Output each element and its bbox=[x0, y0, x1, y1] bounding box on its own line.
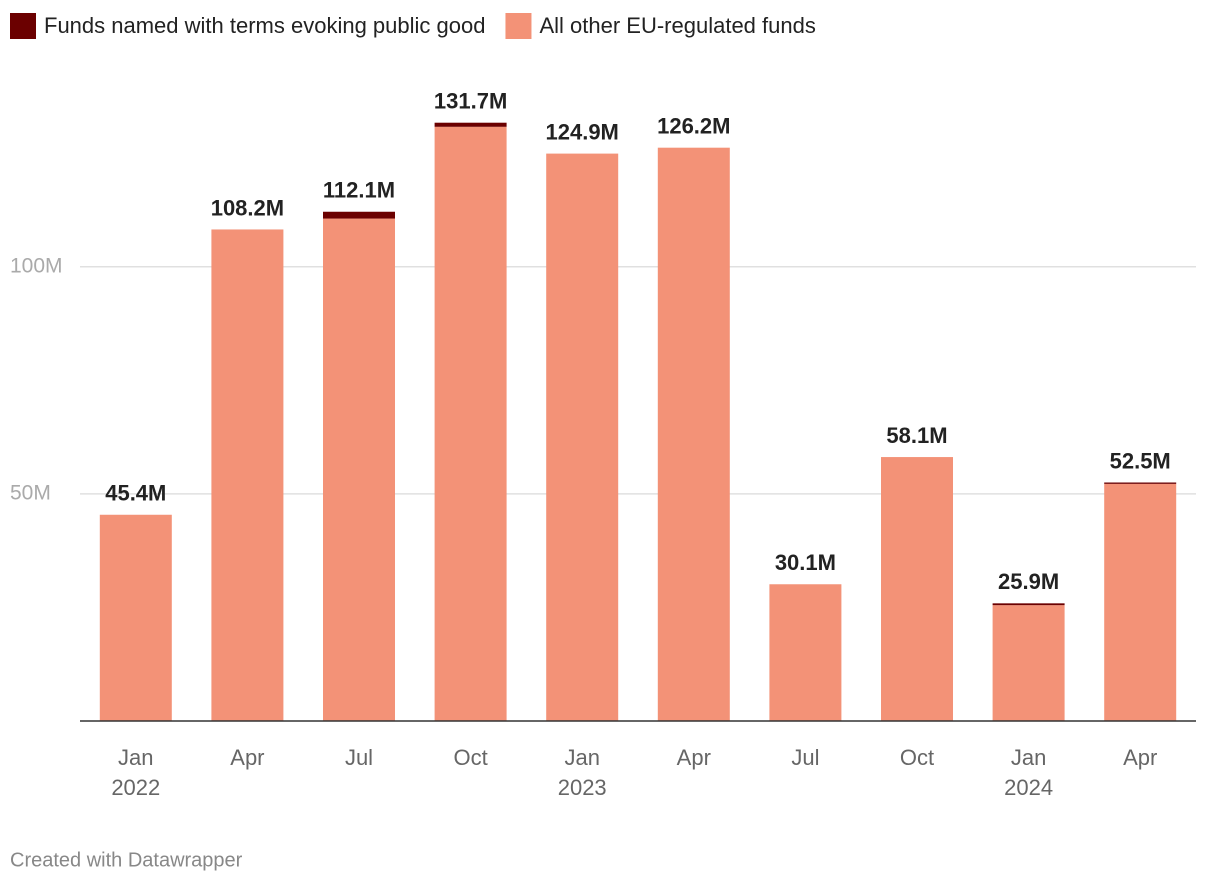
x-tick-label: 2023 bbox=[558, 775, 607, 800]
bar-segment bbox=[657, 147, 730, 722]
x-tick-label: Jan bbox=[564, 745, 599, 770]
x-tick-label: Jul bbox=[791, 745, 819, 770]
bar-segment bbox=[434, 126, 507, 721]
x-tick-label: Apr bbox=[677, 745, 711, 770]
bar-segment bbox=[1104, 483, 1177, 721]
legend-swatch bbox=[10, 13, 36, 39]
bar-segment bbox=[546, 153, 619, 721]
y-tick-label: 100M bbox=[10, 254, 63, 277]
total-label: 30.1M bbox=[775, 550, 836, 575]
total-label: 58.1M bbox=[886, 423, 947, 448]
bar-segment bbox=[434, 122, 507, 127]
x-tick-label: Jan bbox=[1011, 745, 1046, 770]
bar-segment bbox=[323, 218, 395, 721]
total-label: 126.2M bbox=[657, 114, 730, 139]
x-tick-label: Apr bbox=[1123, 745, 1157, 770]
x-tick-label: 2024 bbox=[1004, 775, 1053, 800]
bar-segment bbox=[992, 605, 1065, 721]
x-tick-label: Jul bbox=[345, 745, 373, 770]
footer: Created with Datawrapper bbox=[10, 849, 243, 871]
total-label: 124.9M bbox=[546, 119, 619, 144]
bar-segment bbox=[769, 584, 842, 721]
total-label: 52.5M bbox=[1110, 448, 1171, 473]
total-label: 45.4M bbox=[105, 481, 166, 506]
bar-segment bbox=[881, 457, 953, 721]
legend-label: All other EU-regulated funds bbox=[539, 13, 815, 38]
x-tick-label: 2022 bbox=[111, 775, 160, 800]
x-tick-label: Apr bbox=[230, 745, 264, 770]
legend-label: Funds named with terms evoking public go… bbox=[44, 13, 485, 38]
x-tick-label: Oct bbox=[453, 745, 487, 770]
x-tick-label: Jan bbox=[118, 745, 153, 770]
total-label: 108.2M bbox=[211, 195, 284, 220]
bar-segment bbox=[99, 514, 172, 721]
bar-segment bbox=[323, 211, 395, 219]
y-tick-label: 50M bbox=[10, 481, 51, 504]
x-tick-label: Oct bbox=[900, 745, 934, 770]
bar-segment bbox=[992, 603, 1065, 606]
total-label: 131.7M bbox=[434, 89, 507, 114]
total-label: 25.9M bbox=[998, 569, 1059, 594]
legend-swatch bbox=[505, 13, 532, 39]
bar-segment bbox=[1104, 482, 1177, 484]
bar-segment bbox=[211, 229, 284, 721]
total-label: 112.1M bbox=[323, 178, 395, 203]
